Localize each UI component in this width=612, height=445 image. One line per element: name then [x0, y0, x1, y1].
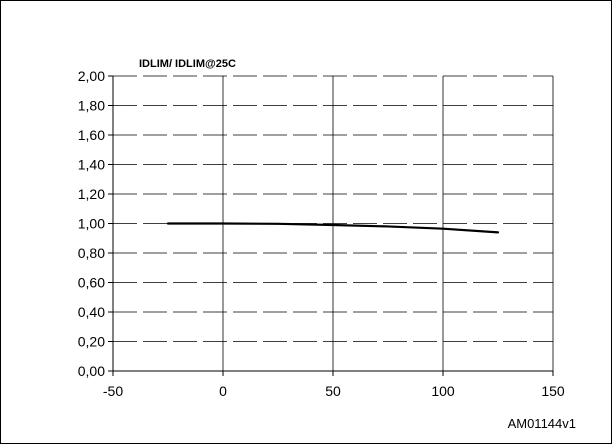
y-tick-label: 1,00 — [78, 216, 105, 232]
y-tick-label: 0,20 — [78, 334, 105, 350]
series-layer — [166, 222, 500, 234]
figure-code: AM01144v1 — [508, 416, 576, 431]
y-tick-labels: 0,00 0,20 0,40 0,60 0,80 1,00 1,20 1,40 1,60 1,80… — [78, 68, 105, 379]
y-axis-title: IDLIM/ IDLIM@25C — [139, 58, 236, 70]
x-tick-label: -50 — [103, 383, 123, 399]
x-tick-label: 100 — [431, 383, 455, 399]
y-tick-label: 1,20 — [78, 186, 105, 202]
y-tick-label: 0,80 — [78, 245, 105, 261]
y-tick-label: 0,60 — [78, 275, 105, 291]
y-tick-label: 0,40 — [78, 304, 105, 320]
x-tick-labels: -50 0 50 100 150 — [103, 383, 565, 399]
y-tick-label: 1,40 — [78, 157, 105, 173]
series-line — [166, 222, 500, 234]
y-tick-label: 1,60 — [78, 127, 105, 143]
y-tick-label: 1,80 — [78, 98, 105, 114]
grid — [113, 75, 554, 371]
axes — [108, 75, 554, 376]
x-tick-label: 0 — [219, 383, 227, 399]
y-tick-label: 0,00 — [78, 363, 105, 379]
x-tick-label: 150 — [541, 383, 565, 399]
x-tick-label: 50 — [325, 383, 341, 399]
y-tick-label: 2,00 — [78, 68, 105, 84]
